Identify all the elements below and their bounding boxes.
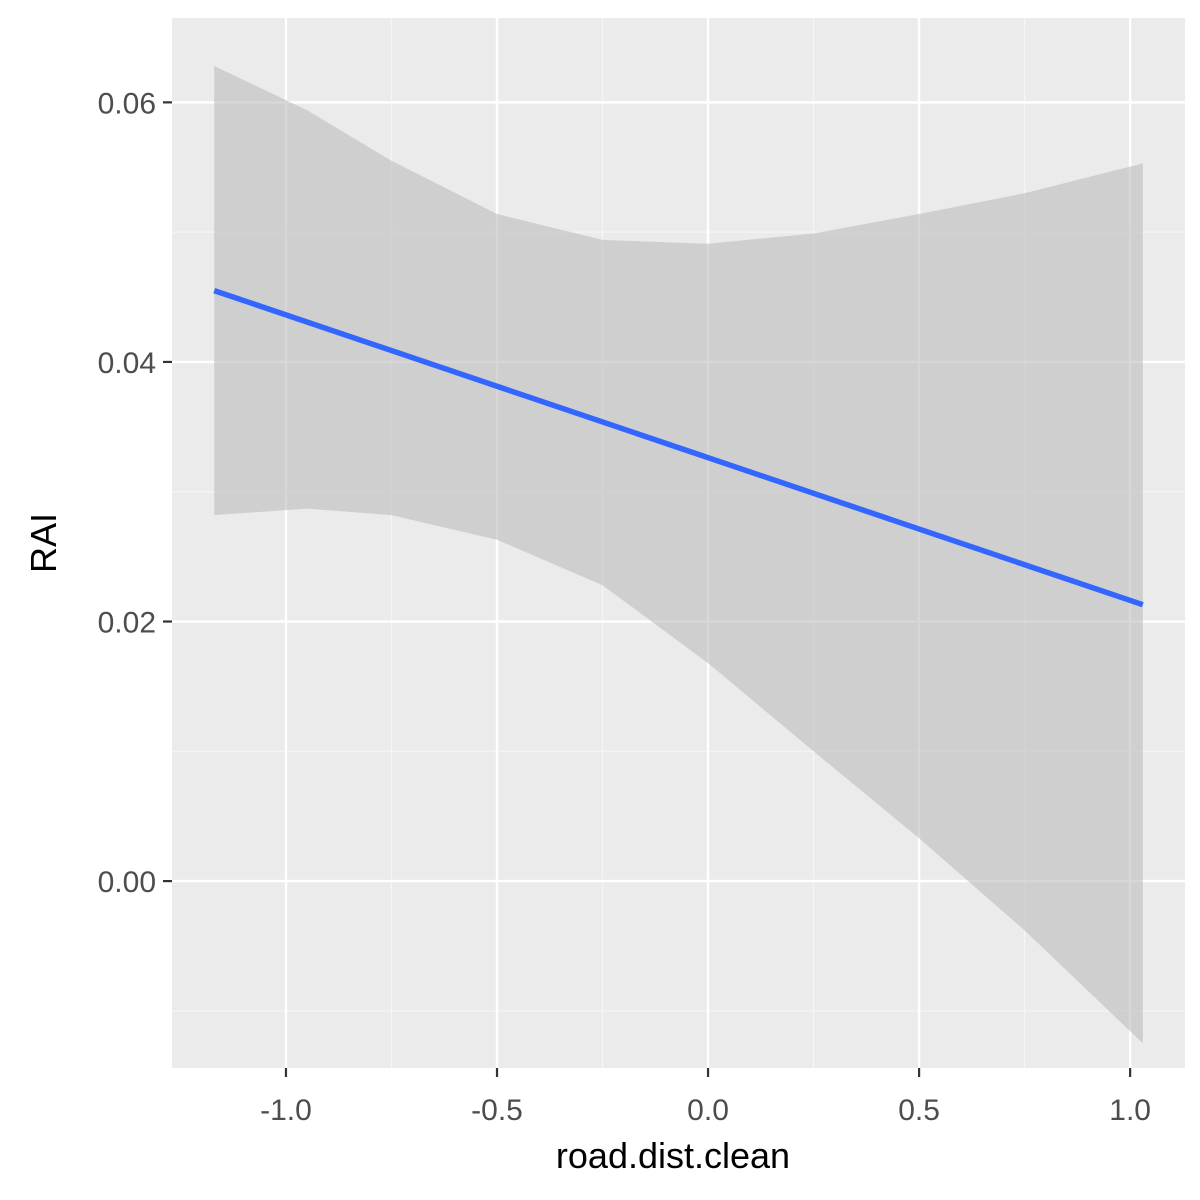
x-axis-title: road.dist.clean [556, 1135, 790, 1176]
x-tick-label: -1.0 [260, 1094, 312, 1127]
x-tick-label: -0.5 [471, 1094, 523, 1127]
y-axis-title: RAI [23, 513, 64, 573]
y-tick-label: 0.06 [98, 87, 156, 120]
y-tick-label: 0.02 [98, 607, 156, 640]
x-axis: -1.0 -0.5 0.0 0.5 1.0 [260, 1068, 1151, 1127]
y-tick-label: 0.00 [98, 866, 156, 899]
x-tick-label: 0.5 [898, 1094, 940, 1127]
y-axis: 0.00 0.02 0.04 0.06 [98, 87, 172, 899]
x-tick-label: 0.0 [687, 1094, 729, 1127]
confidence-band [214, 66, 1143, 1044]
x-tick-label: 1.0 [1109, 1094, 1151, 1127]
y-tick-label: 0.04 [98, 347, 156, 380]
fit-line-fit [213, 287, 1144, 608]
fit-lines [213, 287, 1144, 608]
